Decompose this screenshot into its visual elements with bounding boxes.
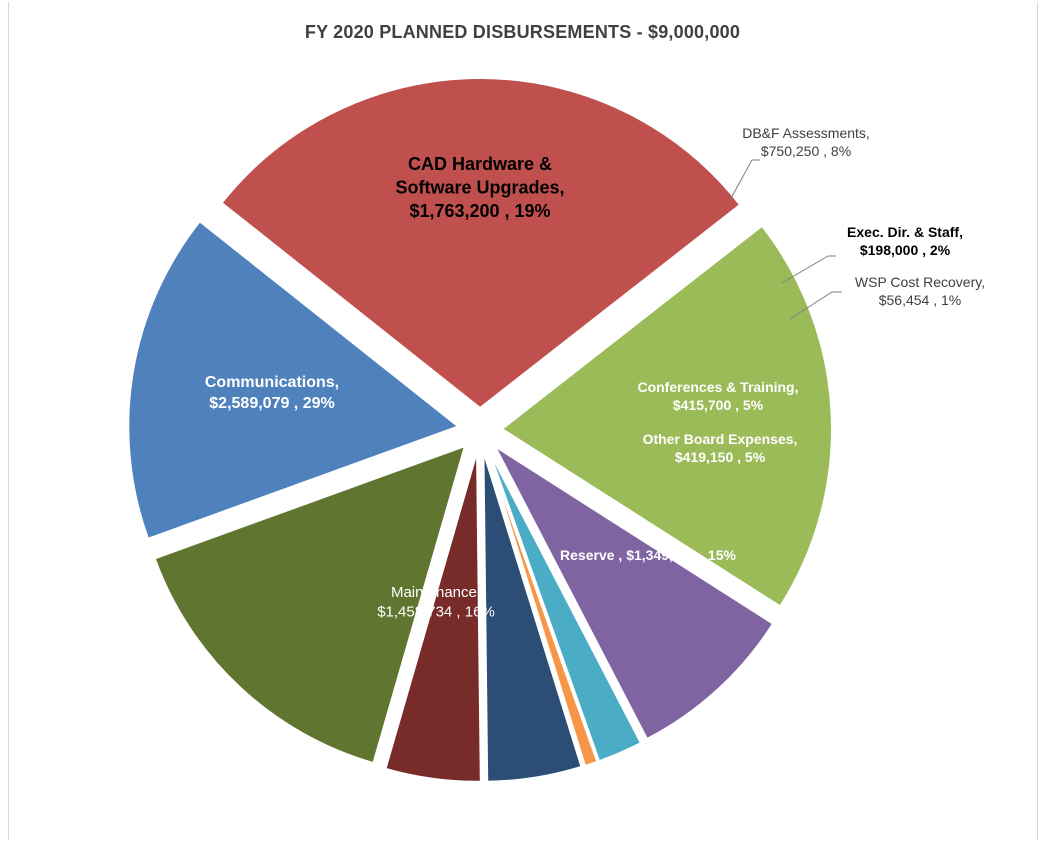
slice-label-line: $750,250 , 8% — [761, 143, 851, 159]
slice-label: CAD Hardware & Software Upgrades, $1,763,2… — [395, 154, 564, 221]
pie-slice — [485, 450, 599, 768]
slice-label-line: Exec. Dir. & Staff, — [847, 224, 963, 240]
pie-slice — [384, 451, 482, 783]
slice-label-line: $56,454 , 1% — [879, 292, 962, 308]
slice-label: Conferences & Training, $415,700 , 5% — [637, 379, 798, 413]
slice-label-line: Software Upgrades, — [395, 177, 564, 197]
slice-label-line: Communications, — [205, 374, 339, 391]
pie-slice — [220, 77, 742, 410]
slice-label-line: $2,589,079 , 29% — [209, 395, 334, 412]
slice-label-line: WSP Cost Recovery, — [855, 274, 985, 290]
leader-line — [729, 159, 760, 201]
slice-label-line: Other Board Expenses, — [643, 431, 798, 447]
slice-label-line: CAD Hardware & — [408, 154, 552, 174]
slice-label-line: Maintenance, — [391, 584, 481, 601]
slice-label: DB&F Assessments, $750,250 , 8% — [742, 125, 870, 159]
slice-label-line: DB&F Assessments, — [742, 125, 870, 141]
slice-label-line: $415,700 , 5% — [673, 397, 764, 413]
pie-slice — [482, 451, 583, 783]
chart-frame — [8, 2, 1038, 840]
pie-slice — [127, 219, 461, 541]
slice-label-line: $419,150 , 5% — [675, 449, 766, 465]
slice-label: Exec. Dir. & Staff, $198,000 , 2% — [847, 224, 963, 258]
slice-label: WSP Cost Recovery, $56,454 , 1% — [855, 274, 985, 308]
slice-label: Reserve , $1,349,433 , 15% — [560, 547, 736, 563]
slice-label-line: $1,458,734 , 16% — [377, 604, 495, 621]
slice-label: Communications, $2,589,079 , 29% — [205, 374, 339, 412]
pie-slice — [492, 443, 775, 741]
slice-label-line: $198,000 , 2% — [860, 242, 951, 258]
slice-label-line: $1,763,200 , 19% — [409, 201, 550, 221]
slice-label: Other Board Expenses, $419,150 , 5% — [643, 431, 798, 465]
leader-line — [781, 255, 836, 284]
chart-title: FY 2020 PLANNED DISBURSEMENTS - $9,000,0… — [304, 22, 741, 42]
pie-slice — [500, 224, 833, 608]
slice-label-line: Conferences & Training, — [637, 379, 798, 395]
slice-label: Maintenance, $1,458,734 , 16% — [377, 584, 495, 621]
pie-slice — [153, 444, 467, 765]
pie-slice — [487, 449, 643, 763]
slice-label-line: Reserve , $1,349,433 , 15% — [560, 547, 736, 563]
leader-line — [789, 291, 842, 320]
